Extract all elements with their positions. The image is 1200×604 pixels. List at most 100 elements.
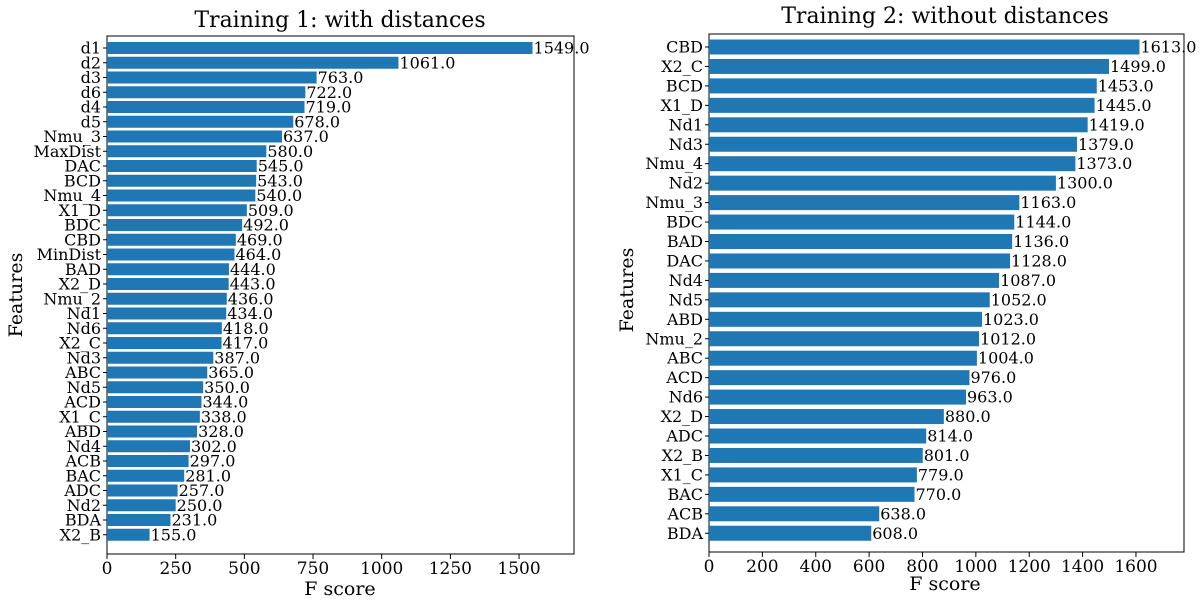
category-label: DAC — [64, 157, 101, 176]
bar-nmu-2 — [709, 331, 980, 347]
data-label: 880.0 — [945, 407, 991, 426]
x-tick-label: 1400 — [1061, 557, 1104, 577]
data-label: 1499.0 — [1110, 57, 1166, 76]
bar-x1-c — [107, 410, 200, 423]
category-label: Nmu_4 — [645, 154, 703, 173]
data-label: 257.0 — [179, 481, 225, 500]
bar-abd — [107, 425, 198, 438]
category-label: d6 — [81, 83, 101, 102]
data-label: 545.0 — [258, 157, 304, 176]
data-label: 1419.0 — [1089, 115, 1145, 134]
data-label: 719.0 — [306, 98, 352, 117]
x-axis-label: F score — [909, 573, 980, 595]
category-label: Nd1 — [669, 115, 703, 134]
category-label: X1_C — [661, 465, 703, 484]
data-label: 444.0 — [230, 260, 276, 279]
bar-d6 — [107, 86, 306, 99]
data-label: 540.0 — [256, 186, 302, 205]
category-label: ABD — [64, 422, 101, 441]
y-axis-label: Features — [616, 248, 638, 333]
bar-cbd — [709, 39, 1140, 55]
bar-d5 — [107, 115, 294, 128]
category-label: Nd5 — [67, 378, 101, 397]
category-label: Nd6 — [669, 388, 703, 407]
data-label: 814.0 — [927, 427, 973, 446]
bars-group — [709, 39, 1140, 541]
data-label: 770.0 — [915, 485, 961, 504]
bar-nd3 — [107, 351, 214, 364]
data-label: 801.0 — [924, 446, 970, 465]
data-label: 417.0 — [223, 334, 269, 353]
data-label: 350.0 — [204, 378, 250, 397]
data-label: 418.0 — [223, 319, 269, 338]
x-axis-label: F score — [304, 578, 375, 600]
data-label: 1061.0 — [399, 53, 455, 72]
bar-nd2 — [107, 499, 176, 512]
category-label: ABD — [666, 310, 703, 329]
bar-x2-b — [709, 447, 923, 463]
data-label: 281.0 — [185, 466, 231, 485]
data-label: 302.0 — [191, 437, 237, 456]
data-label: 963.0 — [967, 388, 1013, 407]
chart-title: Training 1: with distances — [194, 8, 485, 33]
bar-bad — [107, 263, 229, 276]
category-label: BAD — [65, 260, 101, 279]
data-label: 543.0 — [257, 171, 303, 190]
bar-bcd — [107, 174, 257, 187]
category-label: ABC — [666, 349, 703, 368]
value-labels: 1549.0 1061.0 763.0722.0719.0678.0637.0580… — [151, 39, 590, 545]
bar-nd4 — [107, 440, 190, 453]
category-label: BCD — [64, 171, 101, 190]
category-label: MinDist — [37, 245, 102, 264]
bar-mindist — [107, 248, 235, 261]
category-label: Nmu_3 — [43, 127, 101, 146]
data-label: 1128.0 — [1011, 251, 1067, 270]
data-label: 763.0 — [318, 68, 364, 87]
x-tick-label: 1250 — [429, 559, 472, 579]
x-tick-label: 0 — [102, 559, 113, 579]
bar-bad — [709, 234, 1013, 249]
category-label: Nd6 — [67, 319, 101, 338]
category-label: Nd2 — [67, 496, 101, 515]
data-label: 338.0 — [201, 407, 247, 426]
category-label: X2_B — [60, 525, 101, 544]
x-tick-label: 500 — [228, 559, 260, 579]
category-label: Nd1 — [67, 304, 101, 323]
category-label: CBD — [666, 38, 703, 57]
data-label: 509.0 — [248, 201, 294, 220]
category-label: BCD — [666, 76, 703, 95]
bar-dac — [107, 160, 257, 172]
value-labels: 1613.01499.01453.01445.01419.01379.01373… — [872, 38, 1196, 543]
category-label: X1_C — [59, 407, 101, 426]
bar-abd — [709, 311, 982, 327]
data-label: 464.0 — [235, 245, 281, 264]
category-label: CBD — [64, 230, 101, 249]
data-label: 1453.0 — [1098, 76, 1154, 95]
bar-d2 — [107, 56, 399, 69]
bar-nd5 — [709, 292, 990, 308]
category-label: ADC — [665, 427, 703, 446]
bar-d3 — [107, 71, 317, 84]
chart-training-1: Training 1: with distances d1d2d3d6d4d5N… — [5, 8, 590, 600]
bar-nd4 — [709, 272, 1000, 288]
bar-nmu-4 — [709, 156, 1076, 172]
data-label: 250.0 — [177, 496, 223, 515]
category-labels: CBDX2_CBCDX1_DNd1Nd3Nmu_4Nd2Nmu_3BDCBADD… — [645, 38, 703, 543]
x-tick-label: 0 — [704, 557, 715, 577]
data-label: 365.0 — [208, 363, 254, 382]
category-label: ACD — [665, 368, 703, 387]
data-label: 1445.0 — [1096, 96, 1152, 115]
category-label: BAD — [667, 232, 703, 251]
bar-x2-c — [709, 58, 1110, 74]
category-label: Nd3 — [67, 348, 101, 367]
category-label: BDA — [65, 511, 102, 530]
category-label: BDA — [667, 524, 704, 543]
category-label: BAC — [65, 466, 101, 485]
x-tick-label: 800 — [906, 557, 938, 577]
category-label: Nd2 — [669, 174, 703, 193]
category-label: ACB — [666, 504, 703, 523]
bar-nmu-4 — [107, 189, 256, 202]
data-label: 678.0 — [294, 112, 340, 131]
data-label: 1373.0 — [1076, 154, 1132, 173]
bar-dac — [709, 253, 1011, 269]
